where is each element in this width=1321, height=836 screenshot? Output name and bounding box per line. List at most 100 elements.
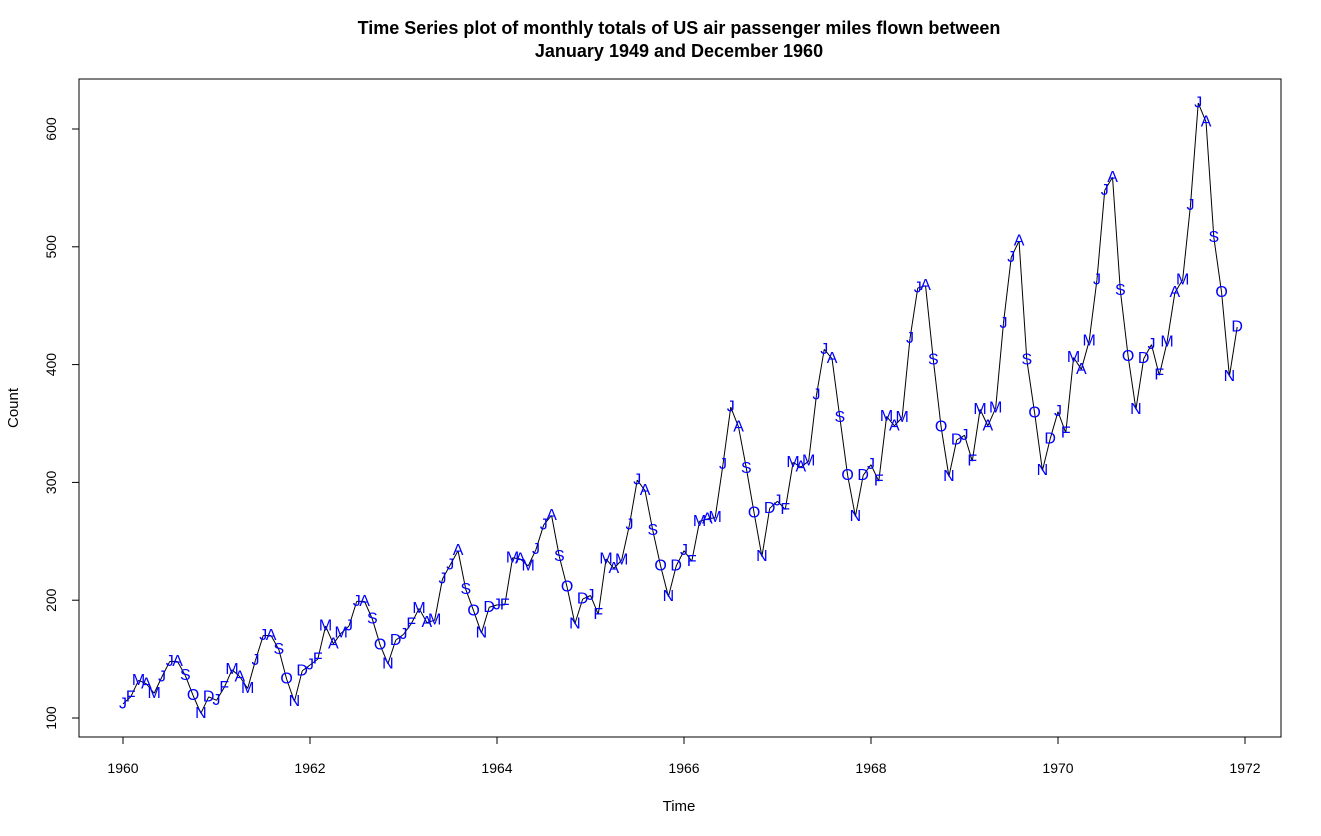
series-line-segment [699,518,708,522]
series-line-segment [200,696,210,714]
data-point-label: O [561,579,573,596]
series-line-segment [730,406,740,428]
series-line-segment [745,468,755,514]
series-line-segment [130,680,140,698]
data-point-label: F [874,473,884,490]
series-line-segment [317,626,327,660]
data-point-label: A [983,417,994,434]
data-point-label: M [335,625,348,642]
series-line-segment [434,578,443,621]
data-point-label: D [1138,350,1150,367]
y-axis-label: Count [5,387,22,428]
series-line-segment [769,500,778,509]
data-point-label: F [687,553,697,570]
chart-title-line-2: January 1949 and December 1960 [535,41,823,61]
data-point-label: J [906,330,914,347]
data-point-label: J [719,456,727,473]
series-line-segment [231,669,241,678]
data-point-label: A [920,277,931,294]
series-line-segment [1080,340,1090,370]
data-point-label: D [483,599,495,616]
month-label-group: JFMAMJJASONDJFMAMJJASONDJFMAMJJASONDJFMA… [119,95,1243,722]
data-point-label: A [141,675,152,692]
series-line-segment [1112,177,1121,291]
data-point-label: M [506,549,519,566]
series-line-segment [738,426,747,469]
series-line-segment [457,550,467,590]
data-point-label: M [241,680,254,697]
y-tick-label: 100 [43,706,59,730]
series-line-segment [878,416,888,482]
series-line-segment [815,349,825,396]
series-line-segment [1073,357,1082,370]
data-point-label: M [1160,334,1173,351]
series-line-segment [364,601,373,620]
data-point-label: J [680,542,688,559]
data-point-label: D [857,467,869,484]
series-line-segment [216,687,225,701]
data-point-label: M [973,401,986,418]
series-line-segment [894,417,903,427]
series-line-segment [1174,279,1184,293]
data-point-label: F [1154,367,1164,384]
series-line-segment [925,285,934,360]
series-line-segment [901,338,911,418]
series-line-segment [784,462,794,510]
series-line-segment [512,557,521,560]
series-line-group [122,102,1238,714]
series-line-segment [854,475,864,517]
data-point-label: A [328,635,339,652]
series-line-segment [886,416,895,427]
data-point-label: N [850,508,862,525]
data-point-label: N [943,468,955,485]
series-line-segment [223,669,233,688]
series-line-segment [1182,205,1191,280]
x-axis-label: Time [663,798,696,815]
series-line-segment [800,460,809,468]
data-point-label: O [841,467,853,484]
data-point-label: M [132,672,145,689]
data-point-label: O [280,671,292,688]
series-line-segment [442,564,451,580]
data-point-label: S [1115,282,1126,299]
data-point-label: S [834,409,845,426]
series-line-segment [1088,279,1098,342]
data-point-label: M [615,552,628,569]
series-line-segment [153,676,163,694]
data-point-label: J [166,653,174,670]
series-line-segment [979,409,989,427]
x-tick-label: 1960 [107,760,138,776]
series-line-segment [1158,342,1168,376]
data-point-label: M [1067,349,1080,366]
series-line-segment [1034,412,1043,471]
series-line-segment [722,406,732,465]
series-line-segment [309,658,319,666]
data-point-label: A [1076,361,1087,378]
data-point-label: O [187,687,199,704]
data-point-label: J [540,516,548,533]
series-line-segment [628,479,638,525]
series-line-segment [1221,292,1230,377]
data-point-label: M [522,558,535,575]
series-line-segment [621,524,630,561]
data-point-label: O [1028,404,1040,421]
data-point-label: M [148,685,161,702]
x-tick-label: 1964 [481,760,512,776]
series-line-segment [590,595,599,615]
data-point-label: J [1147,336,1155,353]
series-line-segment [940,426,950,477]
data-point-label: J [625,516,633,533]
series-line-segment [932,359,942,428]
series-line-segment [1018,240,1028,360]
x-tick-label: 1970 [1042,760,1073,776]
data-point-label: M [225,661,238,678]
data-point-label: S [1208,229,1219,246]
data-point-label: N [195,705,207,722]
data-point-label: M [895,409,908,426]
data-point-label: F [593,606,603,623]
series-line-segment [558,556,568,588]
series-line-segment [325,625,334,644]
series-line-segment [161,661,171,677]
data-point-label: J [1093,271,1101,288]
